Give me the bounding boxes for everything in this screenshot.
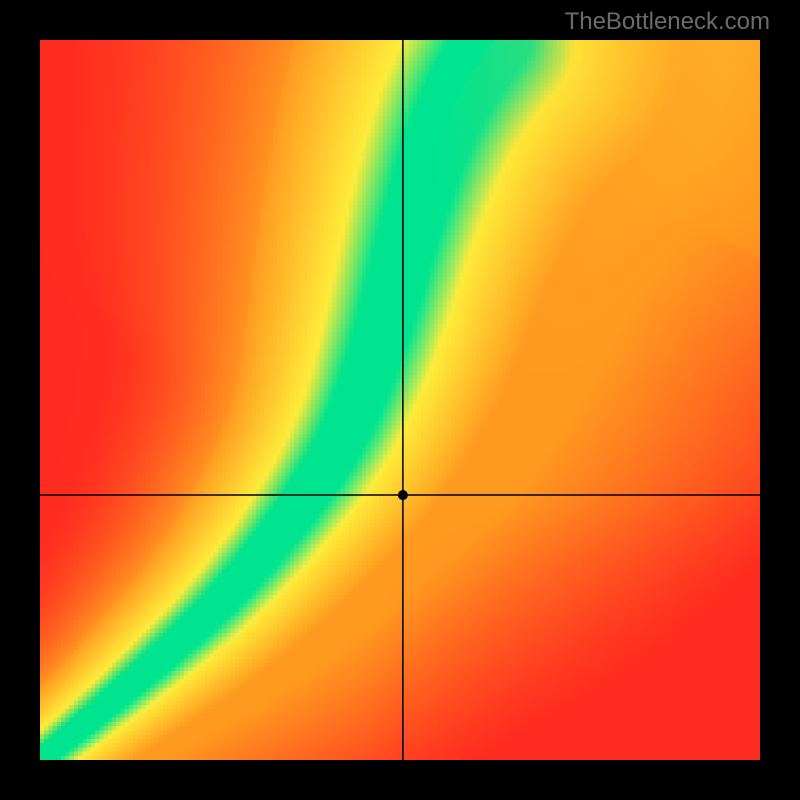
chart-container: { "watermark": { "text": "TheBottleneck.… (0, 0, 800, 800)
crosshair-overlay (40, 40, 760, 760)
watermark-text: TheBottleneck.com (565, 8, 770, 36)
